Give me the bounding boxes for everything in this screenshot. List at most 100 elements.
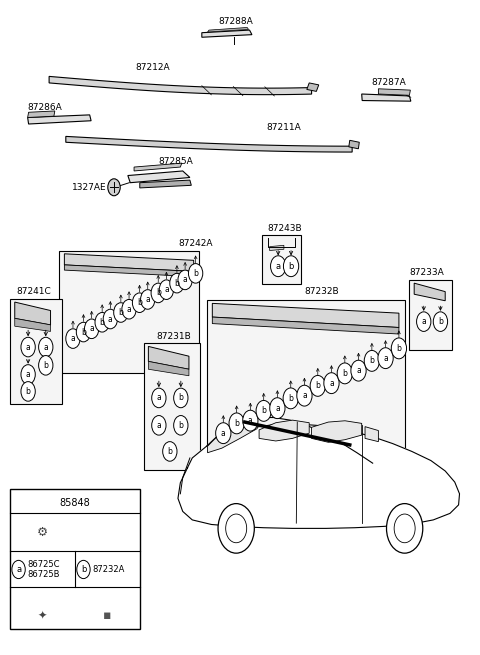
Text: 87231B: 87231B [156,331,191,341]
Text: b: b [370,356,374,365]
Polygon shape [414,283,445,301]
Text: 87232A: 87232A [92,565,124,574]
Circle shape [178,270,192,290]
Polygon shape [378,89,410,96]
Text: 87288A: 87288A [218,17,253,26]
Text: a: a [383,354,388,363]
Polygon shape [64,265,194,276]
Polygon shape [66,136,352,152]
Circle shape [386,504,423,553]
Text: a: a [156,394,161,402]
Text: a: a [26,343,31,352]
Circle shape [337,363,352,384]
Polygon shape [28,115,91,124]
Text: 86725C: 86725C [27,561,60,569]
Polygon shape [207,417,257,453]
Text: 85848: 85848 [60,498,90,508]
Text: b: b [100,318,105,327]
Polygon shape [362,94,411,101]
Circle shape [270,398,285,419]
Text: a: a [16,565,21,574]
Circle shape [76,322,91,342]
Polygon shape [212,303,399,328]
Polygon shape [140,180,192,188]
Polygon shape [312,421,362,442]
Text: a: a [356,366,361,375]
Polygon shape [212,317,399,334]
Text: a: a [89,324,94,333]
Polygon shape [15,302,50,325]
Text: b: b [25,387,31,396]
Text: a: a [276,262,281,271]
Circle shape [21,337,35,357]
Text: a: a [156,421,161,430]
Text: b: b [43,361,48,370]
Circle shape [256,400,271,421]
Circle shape [229,413,244,434]
Text: b: b [168,447,172,456]
Circle shape [283,255,299,276]
Polygon shape [148,362,189,376]
Circle shape [433,312,447,331]
FancyBboxPatch shape [206,300,405,464]
Polygon shape [148,346,189,369]
Text: a: a [43,343,48,352]
Text: a: a [248,416,252,425]
Circle shape [243,410,258,431]
Polygon shape [270,246,284,251]
FancyBboxPatch shape [263,235,300,284]
Text: 87287A: 87287A [371,79,406,88]
Text: ▪: ▪ [103,609,111,622]
Text: 1327AE: 1327AE [72,183,107,192]
Text: a: a [421,317,426,326]
Circle shape [84,319,99,339]
Polygon shape [202,30,252,37]
Text: ✦: ✦ [38,610,47,621]
Text: 87242A: 87242A [178,239,213,248]
Circle shape [77,560,90,578]
Circle shape [38,356,53,375]
Text: a: a [71,334,75,343]
Polygon shape [15,318,50,331]
Text: b: b [175,278,180,288]
Text: b: b [315,381,320,390]
Circle shape [378,348,393,369]
Circle shape [218,504,254,553]
Text: a: a [221,428,226,438]
Text: 86725B: 86725B [27,570,60,578]
Text: b: b [342,369,347,378]
Polygon shape [178,424,459,529]
Circle shape [132,293,147,312]
Circle shape [391,338,407,359]
Circle shape [21,382,35,402]
Circle shape [103,309,118,329]
Circle shape [152,415,166,435]
Circle shape [174,415,188,435]
Text: b: b [261,406,266,415]
Circle shape [283,388,299,409]
Text: a: a [145,295,150,304]
Text: 87243B: 87243B [268,224,302,233]
Text: b: b [81,565,86,574]
Text: b: b [193,269,198,278]
FancyBboxPatch shape [10,299,61,404]
Text: 87285A: 87285A [159,157,193,166]
Text: 87233A: 87233A [409,269,444,277]
Polygon shape [134,163,182,171]
Polygon shape [307,83,319,92]
Circle shape [163,441,177,461]
Circle shape [297,385,312,406]
Polygon shape [349,140,360,149]
Circle shape [174,388,188,407]
Circle shape [95,312,109,332]
Text: b: b [288,394,293,403]
Text: 87232B: 87232B [304,287,339,296]
Circle shape [417,312,431,331]
Circle shape [324,373,339,394]
Circle shape [310,375,325,396]
Circle shape [122,299,136,319]
Text: b: b [288,262,294,271]
FancyBboxPatch shape [59,251,199,373]
Text: a: a [108,314,113,324]
Circle shape [108,179,120,196]
